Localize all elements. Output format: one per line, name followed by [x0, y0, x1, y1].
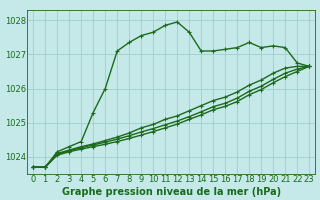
X-axis label: Graphe pression niveau de la mer (hPa): Graphe pression niveau de la mer (hPa): [62, 187, 281, 197]
